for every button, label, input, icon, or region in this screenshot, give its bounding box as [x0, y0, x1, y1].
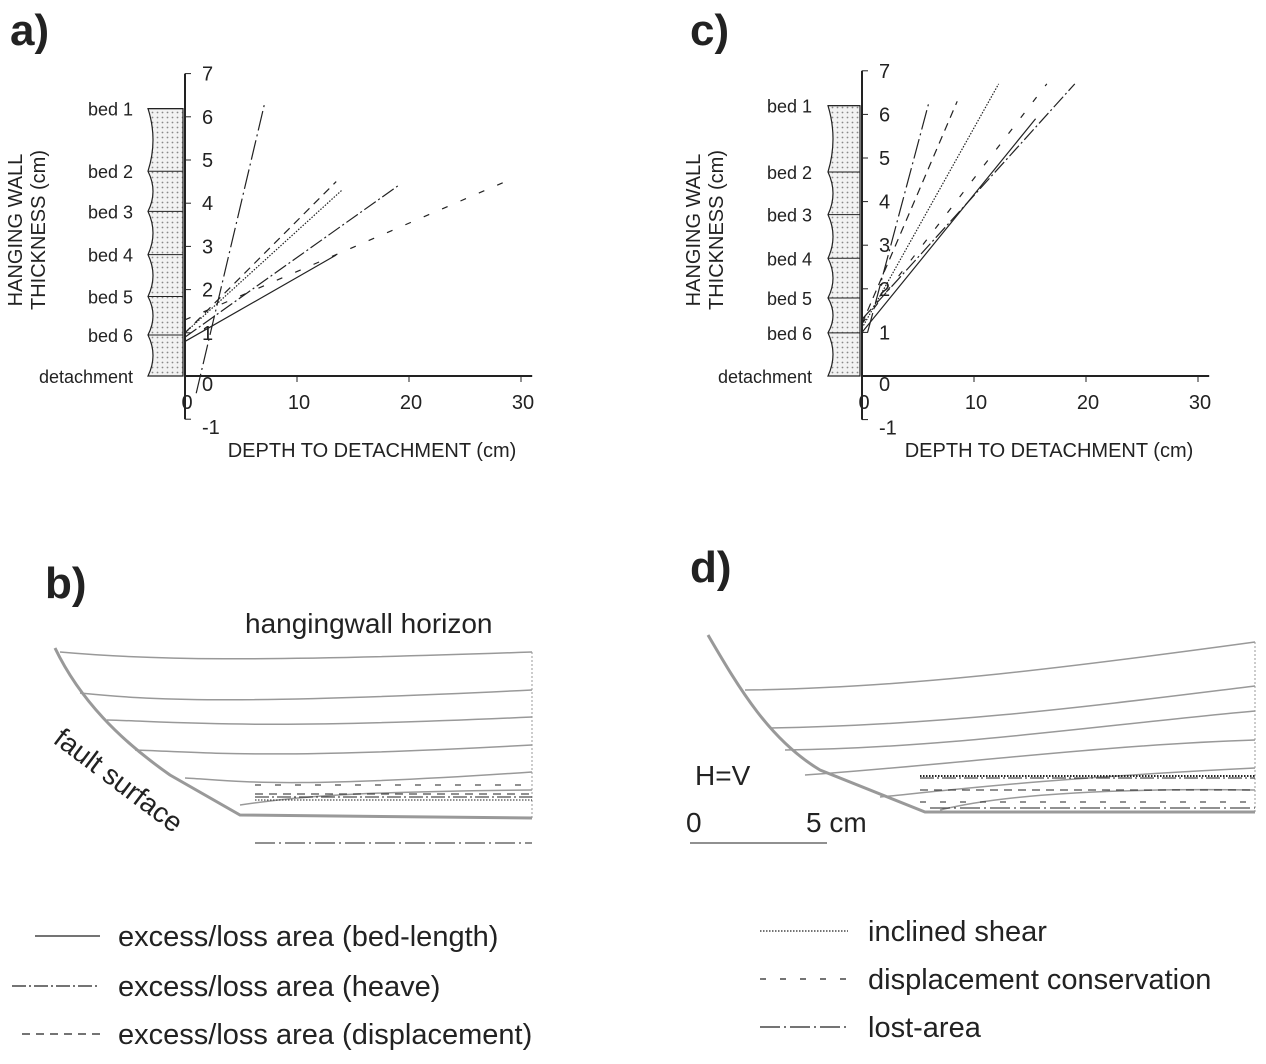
series-line — [861, 101, 958, 324]
bed-column — [147, 107, 184, 377]
scale-label: 0 — [686, 807, 702, 838]
bed-label: bed 4 — [767, 249, 812, 269]
bed-column — [827, 105, 861, 377]
horizon — [769, 685, 1256, 729]
y-tick-label: 6 — [202, 107, 213, 129]
panel-label: b) — [45, 559, 87, 608]
legend-label: excess/loss area (displacement) — [118, 1019, 532, 1051]
horizon — [804, 739, 1256, 776]
y-axis-label: THICKNESS (cm) — [28, 150, 50, 310]
y-tick-label: 4 — [202, 193, 213, 215]
y-tick-label: 3 — [202, 236, 213, 258]
y-tick-label: 5 — [202, 150, 213, 172]
horizon — [79, 689, 533, 701]
diagram-b: b) hangingwall horizon fault surface — [45, 559, 533, 844]
series-line — [184, 254, 337, 342]
y-axis-label: HANGING WALL — [5, 154, 27, 307]
y-tick-label: 3 — [879, 235, 890, 257]
y-tick-label: 0 — [202, 374, 213, 396]
bed-label: bed 4 — [88, 246, 133, 266]
bed-label: bed 2 — [767, 163, 812, 183]
panel-label: d) — [690, 543, 732, 592]
horizon — [879, 767, 1256, 798]
x-tick-label: 10 — [288, 392, 310, 414]
chart: a) HANGING WALL THICKNESS (cm) DEPTH TO DET… — [5, 6, 534, 462]
y-tick-label: 5 — [879, 148, 890, 170]
horizon — [239, 789, 533, 806]
horizon — [59, 651, 533, 660]
bed-label: bed 1 — [88, 100, 133, 120]
bed-label: bed 5 — [88, 288, 133, 308]
horizon — [134, 744, 533, 755]
horizon — [184, 771, 533, 784]
y-tick-label: 4 — [879, 192, 890, 214]
x-axis-label: DEPTH TO DETACHMENT (cm) — [228, 440, 517, 462]
y-tick-label: 1 — [879, 322, 890, 344]
series-line — [184, 189, 343, 334]
y-axis-label: HANGING WALL — [683, 154, 705, 307]
horizon — [784, 710, 1256, 751]
legend-label: excess/loss area (heave) — [118, 971, 440, 1003]
bed-label: bed 3 — [767, 206, 812, 226]
horizon — [744, 641, 1256, 691]
bed-label: bed 1 — [767, 97, 812, 117]
horizon — [106, 716, 533, 726]
legend-label: displacement conservation — [868, 964, 1211, 996]
bed-label: detachment — [39, 367, 133, 387]
fault — [706, 634, 1255, 814]
diagram-d: d) H=V 0 5 cm — [686, 543, 1256, 844]
y-tick-label: 1 — [202, 323, 213, 345]
y-tick-label: 6 — [879, 104, 890, 126]
legend-label: excess/loss area (bed-length) — [118, 921, 498, 953]
bed-label: bed 2 — [88, 162, 133, 182]
bed-label: bed 6 — [767, 324, 812, 344]
bed-label: bed 5 — [767, 289, 812, 309]
series-line — [867, 101, 930, 333]
x-tick-label: 10 — [965, 392, 987, 414]
horizon — [939, 788, 1256, 811]
x-tick-label: 0 — [858, 392, 869, 414]
fault-label: fault surface — [48, 722, 188, 839]
x-tick-label: 0 — [181, 392, 192, 414]
chart: c) HANGING WALL THICKNESS (cm) DEPTH TO DET… — [683, 6, 1211, 462]
bed-label: bed 3 — [88, 202, 133, 222]
y-tick-label: 7 — [202, 64, 213, 86]
series-line — [195, 103, 266, 394]
x-tick-label: 30 — [1189, 392, 1211, 414]
bed-label: bed 6 — [88, 326, 133, 346]
series-line — [184, 181, 337, 334]
x-axis-label: DEPTH TO DETACHMENT (cm) — [905, 440, 1194, 462]
scale-note: H=V — [695, 760, 751, 791]
y-tick-label: -1 — [879, 418, 897, 440]
legend-label: inclined shear — [868, 916, 1047, 948]
x-tick-label: 20 — [400, 392, 422, 414]
x-tick-label: 30 — [512, 392, 534, 414]
y-tick-label: 0 — [879, 374, 890, 396]
legend-label: lost-area — [868, 1012, 982, 1044]
horizon-label: hangingwall horizon — [245, 608, 493, 639]
x-tick-label: 20 — [1077, 392, 1099, 414]
fault — [53, 647, 533, 820]
bed-label: detachment — [718, 367, 812, 387]
panel-label: a) — [10, 6, 49, 55]
y-tick-label: 2 — [879, 279, 890, 301]
series-line — [184, 185, 399, 338]
series-line — [861, 118, 1037, 333]
y-tick-label: 2 — [202, 280, 213, 302]
series-line — [184, 176, 516, 321]
y-axis-label: THICKNESS (cm) — [706, 150, 728, 310]
y-tick-label: -1 — [202, 417, 220, 439]
y-tick-label: 7 — [879, 61, 890, 83]
panel-label: c) — [690, 6, 729, 55]
scale-label: 5 cm — [806, 807, 867, 838]
